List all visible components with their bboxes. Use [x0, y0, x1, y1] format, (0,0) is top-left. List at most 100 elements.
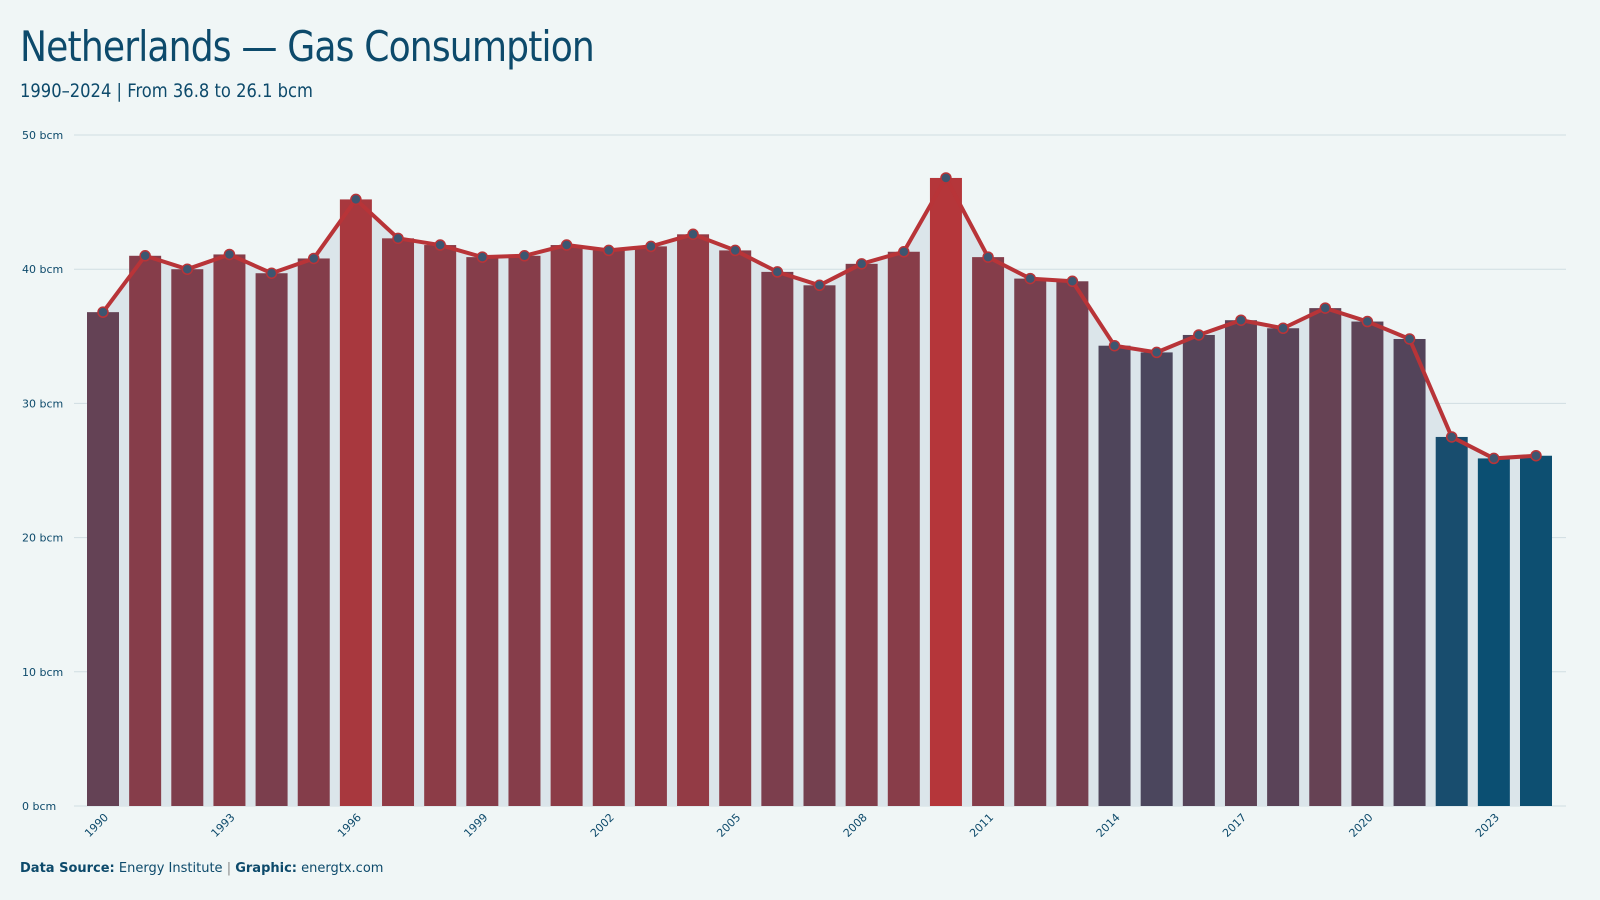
data-point [265, 267, 278, 279]
data-point [1193, 329, 1205, 341]
data-point [350, 193, 362, 206]
data-point [97, 306, 109, 318]
data-point [181, 263, 194, 275]
data-point [1403, 333, 1416, 345]
bar [1224, 320, 1257, 806]
data-point [1488, 452, 1500, 465]
bar [1393, 338, 1426, 806]
data-point [1319, 302, 1332, 314]
source-value: Energy Institute [118, 861, 223, 876]
y-tick-label: 30 bcm [22, 397, 63, 410]
page-subtitle: 1990–2024 | From 36.8 to 26.1 bcm [20, 80, 313, 102]
y-tick-label: 0 bcm [22, 800, 56, 813]
x-tick-label: 1996 [335, 811, 364, 840]
x-tick-label: 1993 [209, 811, 238, 840]
data-point [855, 258, 868, 270]
data-point [1530, 449, 1542, 462]
data-point [1277, 322, 1289, 334]
data-point [1108, 339, 1121, 352]
data-point [771, 266, 784, 278]
x-tick-label: 2017 [1220, 811, 1249, 840]
x-tick-label: 2011 [967, 811, 996, 840]
footer-separator: | [226, 861, 232, 876]
x-tick-label: 2020 [1347, 811, 1376, 840]
bar [87, 312, 119, 806]
bar [1014, 278, 1047, 806]
bar [213, 254, 246, 807]
bar [761, 271, 794, 806]
bar [1056, 281, 1089, 806]
data-point [1445, 431, 1458, 443]
bar [339, 199, 372, 806]
bar [972, 257, 1005, 806]
data-point [1361, 315, 1374, 328]
x-tick-label: 2023 [1473, 811, 1502, 840]
bar [508, 255, 541, 806]
bar [1520, 455, 1552, 806]
bar [255, 273, 288, 806]
data-point [392, 232, 404, 245]
data-point [940, 172, 952, 184]
graphic-label: Graphic: [235, 861, 297, 876]
data-point [603, 244, 615, 257]
bar [297, 258, 330, 806]
y-tick-label: 50 bcm [22, 129, 63, 142]
data-point [518, 250, 531, 262]
data-point [223, 248, 236, 261]
graphic-value: energtx.com [301, 861, 384, 876]
data-point [729, 244, 741, 257]
x-tick-label: 2002 [588, 811, 617, 840]
data-point [645, 240, 657, 253]
data-point [687, 228, 699, 241]
bar-layer [87, 177, 1552, 807]
bar [887, 251, 920, 806]
bar [1182, 334, 1215, 806]
bar [1309, 308, 1342, 806]
bar [929, 177, 962, 807]
page-title: Netherlands — Gas Consumption [20, 22, 595, 71]
data-point [1024, 272, 1036, 285]
data-point [139, 250, 151, 262]
data-point [1235, 314, 1247, 326]
data-point [1066, 275, 1079, 288]
bar [677, 234, 710, 807]
x-tick-label: 1990 [82, 811, 111, 840]
bar [1477, 458, 1510, 806]
bar [1140, 352, 1173, 806]
bar [845, 263, 878, 806]
data-point [1150, 346, 1163, 359]
y-tick-label: 20 bcm [22, 532, 63, 545]
bar [1435, 436, 1468, 806]
footer: Data Source: Energy Institute | Graphic:… [20, 861, 383, 876]
bar [719, 250, 752, 807]
bar [1267, 328, 1300, 806]
x-tick-label: 2014 [1094, 811, 1123, 840]
bar [424, 245, 457, 806]
bar [634, 246, 667, 807]
data-point [434, 239, 446, 251]
bar [466, 257, 499, 806]
point-layer [97, 172, 1542, 465]
source-label: Data Source: [20, 861, 115, 876]
y-tick-label: 40 bcm [22, 263, 63, 276]
data-point [476, 251, 489, 263]
data-point [307, 252, 320, 265]
bar [129, 255, 162, 806]
x-axis-labels: 1990 1993 1996 1999 2002 2005 2008 2011 2014 2017… [82, 811, 1502, 840]
bar [1351, 321, 1384, 806]
bar [382, 238, 415, 807]
x-tick-label: 2005 [714, 811, 743, 840]
bar [592, 250, 625, 807]
data-point [982, 251, 994, 263]
y-axis-labels: 0 bcm 10 bcm 20 bcm 30 bcm 40 bcm 50 bcm [22, 129, 63, 813]
bar [550, 245, 583, 806]
y-tick-label: 10 bcm [22, 666, 63, 679]
x-tick-label: 1999 [461, 811, 490, 840]
bar [171, 269, 204, 806]
bar [803, 285, 836, 807]
data-point [898, 246, 910, 258]
data-point [813, 279, 826, 292]
data-point [560, 239, 573, 251]
x-tick-label: 2008 [841, 811, 870, 840]
